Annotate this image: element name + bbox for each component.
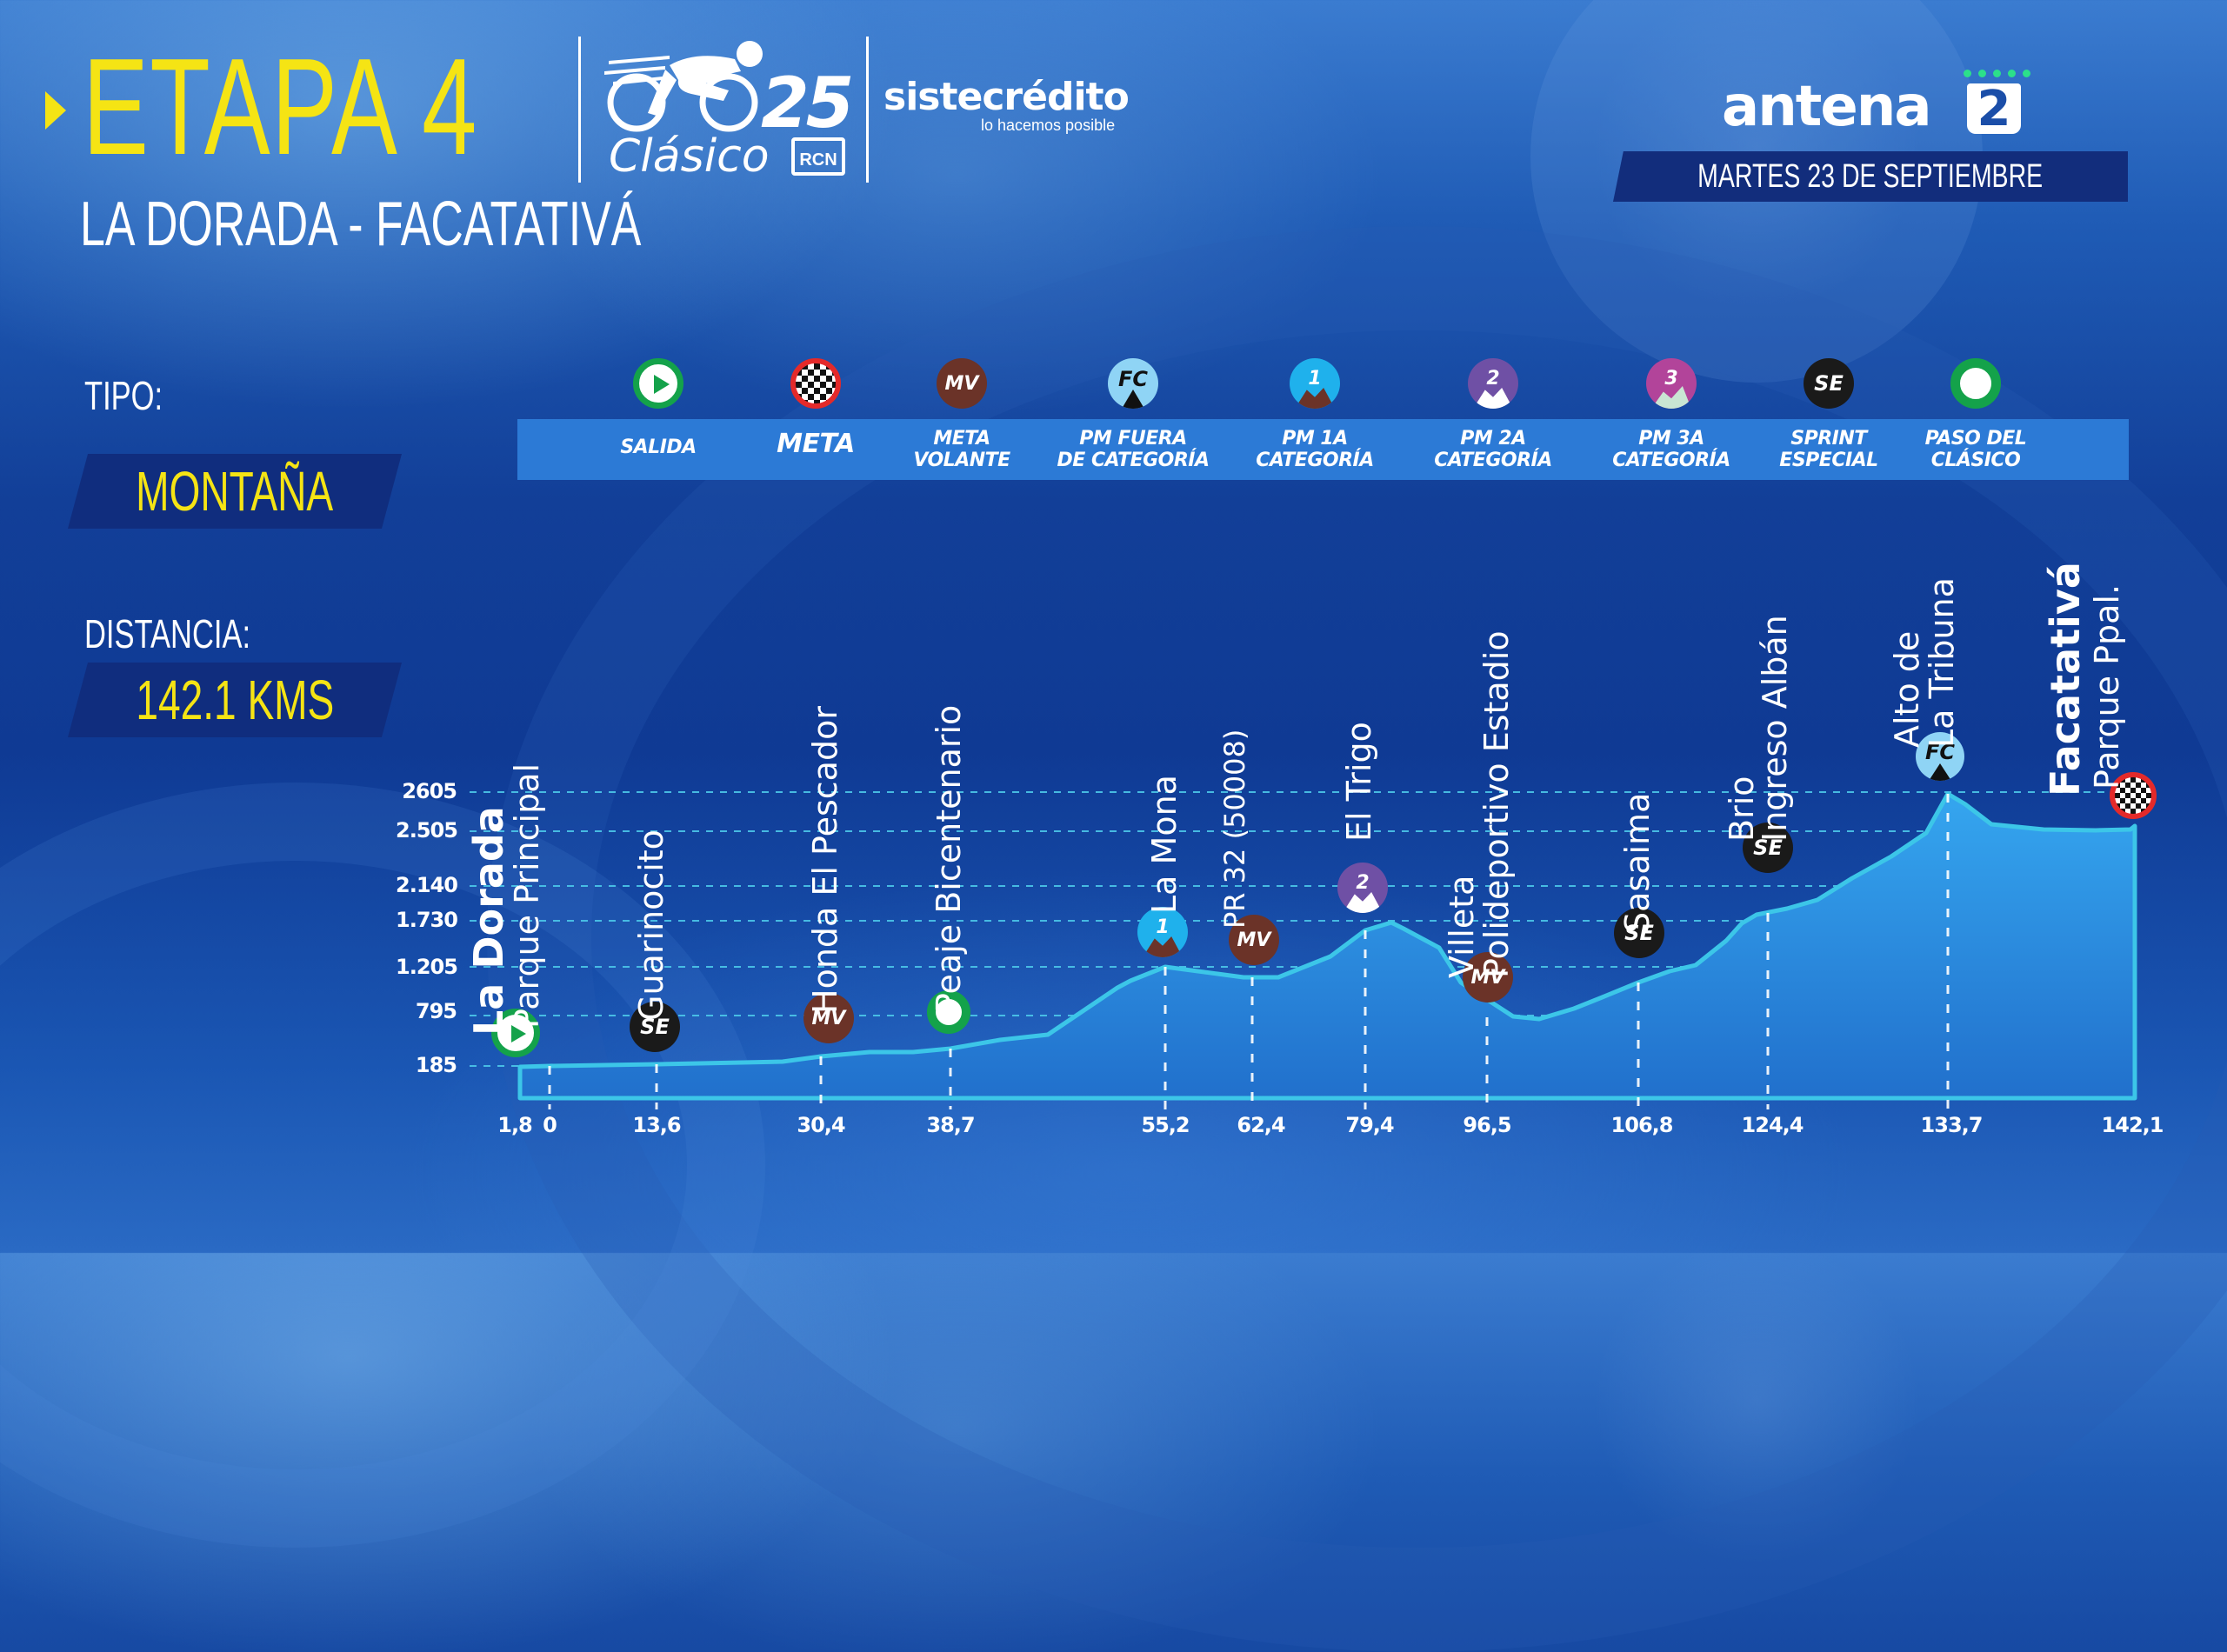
- place-label: Peaje Bicentenario: [930, 704, 968, 1013]
- type-value: MONTAÑA: [136, 460, 334, 523]
- place-label: El Trigo: [1340, 722, 1378, 842]
- legend-label: PM FUERA DE CATEGORÍA: [1057, 428, 1210, 471]
- date-banner: MARTES 23 DE SEPTIEMBRE: [1613, 151, 2128, 202]
- marker-cat1: 1: [1137, 907, 1188, 957]
- y-tick-label: 1.730: [396, 908, 458, 932]
- title-arrow-icon: [45, 91, 66, 130]
- x-tick-label: 55,2: [1141, 1113, 1190, 1137]
- sprint-especial-icon: SE: [1804, 358, 1854, 409]
- place-label: Polideportivo Estadio: [1477, 630, 1516, 978]
- place-label: Brio: [1723, 776, 1761, 843]
- mountain-cat2-icon: 2: [1468, 358, 1518, 409]
- marker-fc: FC: [1916, 732, 1964, 781]
- start-icon: [633, 358, 683, 409]
- x-tick-label: 142,1: [2101, 1113, 2164, 1137]
- place-label: Parque Principal: [508, 763, 546, 1029]
- sponsor-tagline: lo hacemos posible: [981, 117, 1116, 134]
- mountain-fc-icon: FC: [1916, 732, 1964, 781]
- y-tick-label: 795: [415, 999, 457, 1023]
- place-label: Honda El Pescador: [806, 706, 844, 1014]
- x-tick-label: 79,4: [1345, 1113, 1394, 1137]
- x-tick-label: 133,7: [1920, 1113, 1984, 1137]
- place-label: Guarinocito: [632, 829, 670, 1021]
- legend-label: PM 1A CATEGORÍA: [1256, 428, 1374, 471]
- x-tick-label: 106,8: [1610, 1113, 1674, 1137]
- x-tick-label: 0: [543, 1113, 557, 1137]
- sprint-especial-icon: SE: [1743, 823, 1793, 873]
- y-tick-label: 2.140: [396, 873, 458, 897]
- place-label: La Dorada: [465, 806, 512, 1036]
- place-label: PR 32 (50008): [1218, 729, 1251, 929]
- clasico-number: 25: [761, 63, 854, 143]
- marker-cat2: 2: [1337, 863, 1388, 913]
- x-tick-label: 13,6: [632, 1113, 681, 1137]
- place-label: Alto de: [1888, 630, 1926, 748]
- place-label: Sasaima: [1618, 792, 1657, 933]
- y-tick-label: 185: [415, 1053, 457, 1077]
- distance-value: 142.1 KMS: [136, 669, 334, 731]
- mountain-cat1-icon: 1: [1290, 358, 1340, 409]
- meta-volante-icon: MV: [937, 358, 987, 409]
- x-tick-label: 1,8: [497, 1113, 533, 1137]
- broadcaster-badge-icon: 2: [1967, 83, 2021, 136]
- place-label: Facatativá: [2042, 562, 2089, 796]
- clasico-name: Clásico: [609, 130, 770, 183]
- divider: [866, 37, 869, 183]
- y-tick-label: 1.205: [396, 955, 458, 979]
- place-label: La Tribuna: [1923, 577, 1961, 748]
- distance-pill: 142.1 KMS: [68, 663, 402, 737]
- sponsor-logo: sistecrédito: [883, 75, 1130, 119]
- date-text: MARTES 23 DE SEPTIEMBRE: [1697, 157, 2044, 195]
- broadcaster-dots-icon: [1964, 70, 2030, 77]
- mountain-cat1-icon: 1: [1137, 907, 1188, 957]
- place-label: Villeta: [1443, 875, 1481, 978]
- paso-clasico-icon: [927, 990, 970, 1034]
- mountain-fc-icon: FC: [1108, 358, 1158, 409]
- marker-meta-volante: MV: [803, 993, 854, 1043]
- stage-title: ETAPA 4: [83, 30, 478, 183]
- x-tick-label: 96,5: [1463, 1113, 1511, 1137]
- finish-flag-icon: [790, 358, 841, 409]
- x-tick-label: 124,4: [1741, 1113, 1804, 1137]
- x-tick-label: 38,7: [926, 1113, 975, 1137]
- meta-volante-icon: MV: [803, 993, 854, 1043]
- legend-label: PM 3A CATEGORÍA: [1612, 428, 1730, 471]
- place-label: La Mona: [1145, 775, 1184, 914]
- marker-sprint: SE: [1743, 823, 1793, 873]
- meta-volante-icon: MV: [1463, 952, 1513, 1003]
- mountain-cat2-icon: 2: [1337, 863, 1388, 913]
- legend-bar: SALIDA META MV META VOLANTE FC PM FUERA DE…: [517, 358, 2129, 480]
- type-pill: MONTAÑA: [68, 454, 402, 529]
- broadcaster-logo: antena: [1722, 75, 1931, 139]
- meta-volante-icon: MV: [1229, 915, 1279, 965]
- x-tick-label: 62,4: [1237, 1113, 1285, 1137]
- finish-flag-icon: [2110, 772, 2157, 819]
- y-tick-label: 2605: [402, 779, 457, 803]
- sprint-especial-icon: SE: [630, 1002, 680, 1052]
- marker-sprint: SE: [1614, 908, 1664, 958]
- paso-clasico-icon: [1950, 358, 2001, 409]
- place-label: Parque Ppal.: [2088, 583, 2126, 789]
- type-label: TIPO:: [84, 373, 163, 418]
- marker-meta: [2110, 772, 2157, 819]
- marker-sprint: SE: [630, 1002, 680, 1052]
- mountain-cat3-icon: 3: [1646, 358, 1697, 409]
- legend-label: PM 2A CATEGORÍA: [1434, 428, 1552, 471]
- start-icon: [491, 1009, 540, 1057]
- sprint-especial-icon: SE: [1614, 908, 1664, 958]
- marker-meta-volante: MV: [1463, 952, 1513, 1003]
- rcn-logo-icon: RCN: [791, 137, 845, 176]
- y-tick-label: 2.505: [396, 818, 458, 843]
- marker-meta-volante: MV: [1229, 915, 1279, 965]
- route-title: LA DORADA - FACATATIVÁ: [80, 190, 642, 259]
- legend-label: META VOLANTE: [913, 428, 1010, 471]
- divider: [578, 37, 581, 183]
- place-label: Ingreso Albán: [1756, 615, 1794, 842]
- legend-label: PASO DEL CLÁSICO: [1924, 428, 2027, 471]
- x-tick-label: 30,4: [797, 1113, 845, 1137]
- marker-paso-clasico: [927, 990, 970, 1034]
- legend-label: SPRINT ESPECIAL: [1779, 428, 1878, 471]
- marker-salida: [491, 1009, 540, 1057]
- distance-label: DISTANCIA:: [84, 611, 251, 656]
